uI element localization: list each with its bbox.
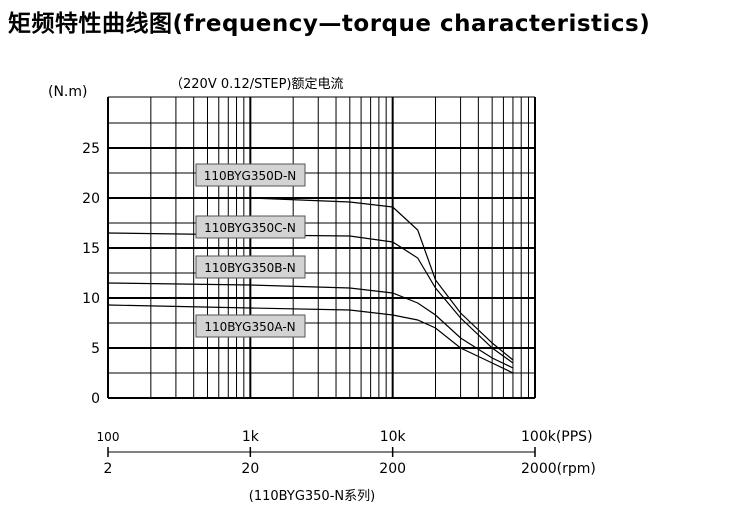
page-title: 矩频特性曲线图(frequency—torque characteristics… bbox=[8, 11, 651, 37]
x-tick-label-pps: 10k bbox=[380, 429, 407, 445]
series-line bbox=[108, 197, 514, 361]
y-axis-label: (N.m) bbox=[48, 84, 87, 100]
y-tick-label: 25 bbox=[82, 141, 100, 157]
x-tick-label-rpm: 200 bbox=[379, 461, 406, 477]
series-label-box bbox=[195, 314, 306, 338]
series-label: 110BYG350A-N bbox=[195, 314, 306, 338]
x-tick-label-pps: 1k bbox=[242, 429, 260, 445]
series-label-box bbox=[195, 163, 306, 187]
series-label-text: 110BYG350D-N bbox=[204, 169, 297, 183]
y-tick-label: 15 bbox=[82, 241, 100, 257]
series-line bbox=[107, 304, 514, 374]
chart-caption: (110BYG350-N系列) bbox=[249, 489, 375, 504]
x-tick-label-pps: 100k(PPS) bbox=[521, 429, 593, 445]
x-tick-label-pps: 100 bbox=[97, 430, 120, 444]
series-label: 110BYG350C-N bbox=[195, 215, 306, 239]
series-label-text: 110BYG350A-N bbox=[204, 320, 295, 334]
x-tick-label-rpm: 20 bbox=[241, 461, 259, 477]
labels: 25 20 15 10 5 0 (N.m) （220V 0.12/STEP)额定电流 100 1k… bbox=[48, 77, 596, 504]
series-label-text: 110BYG350C-N bbox=[204, 221, 296, 235]
series-label-text: 110BYG350B-N bbox=[204, 261, 296, 275]
y-tick-label: 20 bbox=[82, 191, 100, 207]
y-tick-label: 5 bbox=[91, 341, 100, 357]
x-tick-label-rpm: 2 bbox=[104, 461, 113, 477]
chart-subtitle: （220V 0.12/STEP)额定电流 bbox=[170, 77, 343, 92]
y-tick-label: 10 bbox=[82, 291, 100, 307]
series-label: 110BYG350B-N bbox=[195, 255, 306, 279]
grid bbox=[107, 96, 536, 399]
series-label: 110BYG350D-N bbox=[195, 163, 306, 187]
series-line bbox=[107, 282, 514, 369]
curves bbox=[107, 197, 514, 374]
x-tick-label-rpm: 2000(rpm) bbox=[521, 461, 596, 477]
series-label-box bbox=[195, 215, 306, 239]
y-tick-label: 0 bbox=[91, 391, 100, 407]
series-label-box bbox=[195, 255, 306, 279]
